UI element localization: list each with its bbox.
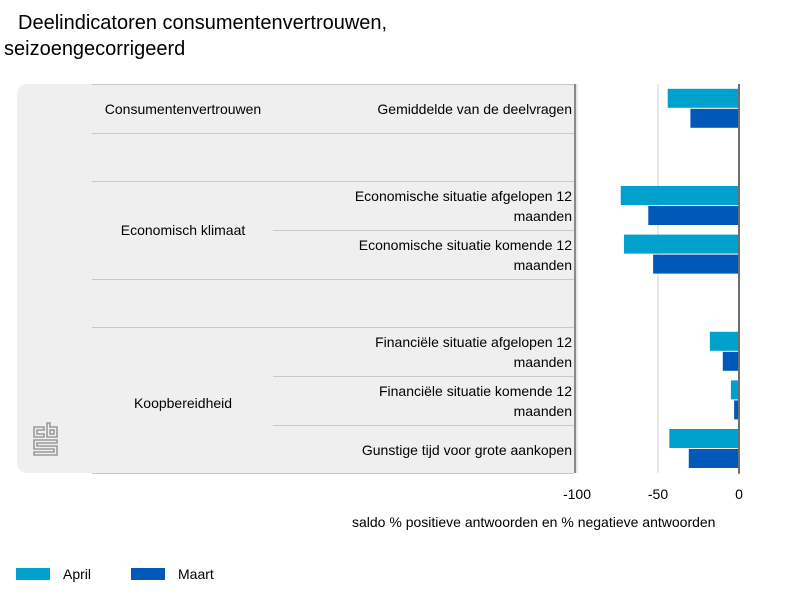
bar-maart <box>688 449 739 468</box>
row-divider <box>273 425 574 426</box>
chart-title-line1: Deelindicatoren consumentenvertrouwen, <box>18 12 388 34</box>
row-divider <box>92 84 574 85</box>
bar-april <box>730 380 739 400</box>
row-divider <box>273 230 574 231</box>
legend-swatch-maart <box>131 568 165 580</box>
bar-april <box>669 429 739 448</box>
legend-swatch-april <box>16 568 50 580</box>
category-panel <box>17 84 576 473</box>
row-divider <box>92 181 574 182</box>
category-label-line: maanden <box>513 208 572 224</box>
category-label: Financiële situatie komende 12 maanden <box>312 381 572 421</box>
legend-label-maart: Maart <box>178 566 214 582</box>
x-tick-label: 0 <box>735 486 743 502</box>
bar-april <box>620 186 739 205</box>
category-label: Gemiddelde van de deelvragen <box>312 99 572 119</box>
category-label-line: Financiële situatie komende 12 <box>378 383 572 399</box>
row-divider <box>92 473 574 474</box>
category-label-line: Economische situatie afgelopen 12 <box>354 188 572 204</box>
group-label: Consumentenvertrouwen <box>104 101 262 117</box>
category-label: Economische situatie komende 12 maanden <box>312 235 572 275</box>
bar-maart <box>648 206 739 225</box>
bar-maart <box>722 351 739 371</box>
category-label: Financiële situatie afgelopen 12 maanden <box>312 332 572 372</box>
legend-label-april: April <box>63 566 92 582</box>
category-label-line: Economische situatie komende 12 <box>358 237 572 253</box>
cbs-logo-icon <box>33 422 58 456</box>
category-label-line: maanden <box>513 257 572 273</box>
chart-title: Deelindicatoren consumentenvertrouwen, s… <box>4 10 387 62</box>
category-label-line: Gunstige tijd voor grote aankopen <box>361 442 572 458</box>
x-tick-label: -50 <box>648 486 668 502</box>
category-label: Economische situatie afgelopen 12 maande… <box>312 186 572 226</box>
group-label: Koopbereidheid <box>133 395 233 411</box>
x-axis-label: saldo % positieve antwoorden en % negati… <box>352 514 716 530</box>
x-tick-label: -100 <box>563 486 591 502</box>
row-divider <box>92 279 574 280</box>
row-divider <box>273 376 574 377</box>
category-label-line: maanden <box>513 354 572 370</box>
row-divider <box>92 327 574 328</box>
category-label-line: maanden <box>513 403 572 419</box>
bar-maart <box>653 254 739 274</box>
category-label-line: Financiële situatie afgelopen 12 <box>375 334 572 350</box>
group-label: Economisch klimaat <box>120 222 246 238</box>
bar-maart <box>690 108 739 128</box>
bar-april <box>667 88 739 108</box>
bar-april <box>709 331 739 351</box>
bar-maart <box>734 400 739 420</box>
chart-title-line2: seizoengecorrigeerd <box>4 38 186 60</box>
category-label: Gunstige tijd voor grote aankopen <box>312 440 572 460</box>
row-divider <box>92 133 574 134</box>
bar-april <box>623 234 739 254</box>
category-label-line: Gemiddelde van de deelvragen <box>377 101 572 117</box>
